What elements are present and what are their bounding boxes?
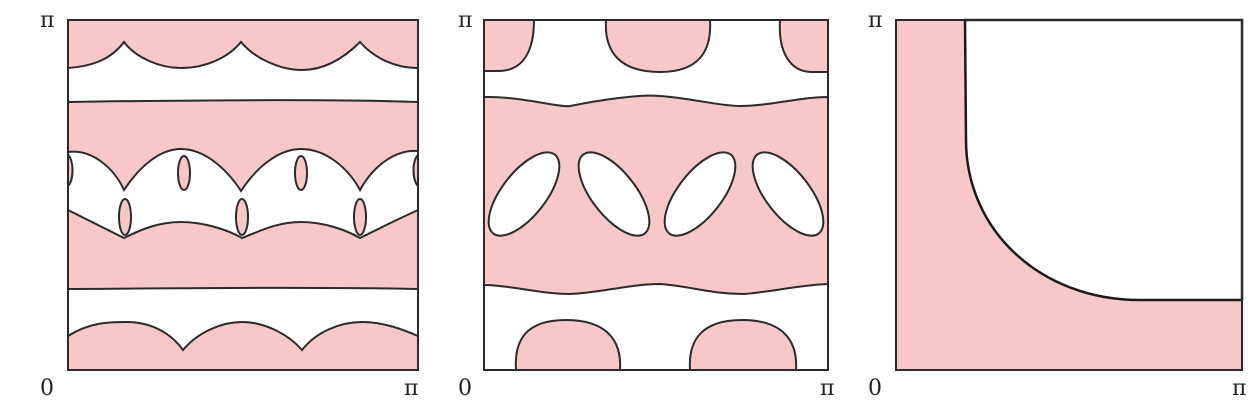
panel-2-top-bump-left xyxy=(483,19,536,72)
panel-1-top-band xyxy=(67,40,419,104)
panel-1-y-top-label: π xyxy=(40,8,55,33)
panel-1-ellipse-d xyxy=(235,198,249,236)
panel-2-x-right-label: π xyxy=(820,376,835,401)
panel-3-origin-label: 0 xyxy=(868,376,882,401)
panel-3 xyxy=(895,18,1244,371)
panel-2-ellipse-3 xyxy=(663,151,737,237)
panel-3-frame xyxy=(895,19,1243,371)
panel-2-ellipse-4 xyxy=(751,151,825,237)
panel-2-ellipse-2 xyxy=(577,151,651,237)
panel-1-ellipse-c xyxy=(118,198,132,236)
panel-1-ellipse-a xyxy=(177,155,191,191)
panel-1-x-right-label: π xyxy=(404,376,419,401)
panel-1-ellipse-left-edge xyxy=(67,154,74,187)
panel-2 xyxy=(483,19,829,371)
panel-2-bottom-bump-right xyxy=(688,318,798,371)
panel-3-white-region xyxy=(963,18,1244,302)
panel-1-bottom-bumps xyxy=(67,320,419,371)
panel-1-origin-label: 0 xyxy=(40,376,54,401)
panel-1 xyxy=(67,19,419,371)
panel-2-bottom-bump-left xyxy=(514,318,622,371)
panel-2-origin-label: 0 xyxy=(458,376,472,401)
panel-2-top-bump-right xyxy=(778,19,829,73)
panel-2-ellipse-1 xyxy=(487,151,561,237)
panel-1-ellipse-b xyxy=(294,155,308,191)
panel-2-top-bump-center xyxy=(604,19,712,74)
panel-3-x-right-label: π xyxy=(1232,376,1247,401)
panel-1-ellipse-right-edge xyxy=(412,154,419,187)
panel-2-y-top-label: π xyxy=(458,8,473,33)
panel-2-frame xyxy=(483,19,829,371)
panel-3-y-top-label: π xyxy=(868,8,883,33)
panel-1-frame xyxy=(67,19,419,371)
panel-1-ellipse-e xyxy=(353,198,367,236)
